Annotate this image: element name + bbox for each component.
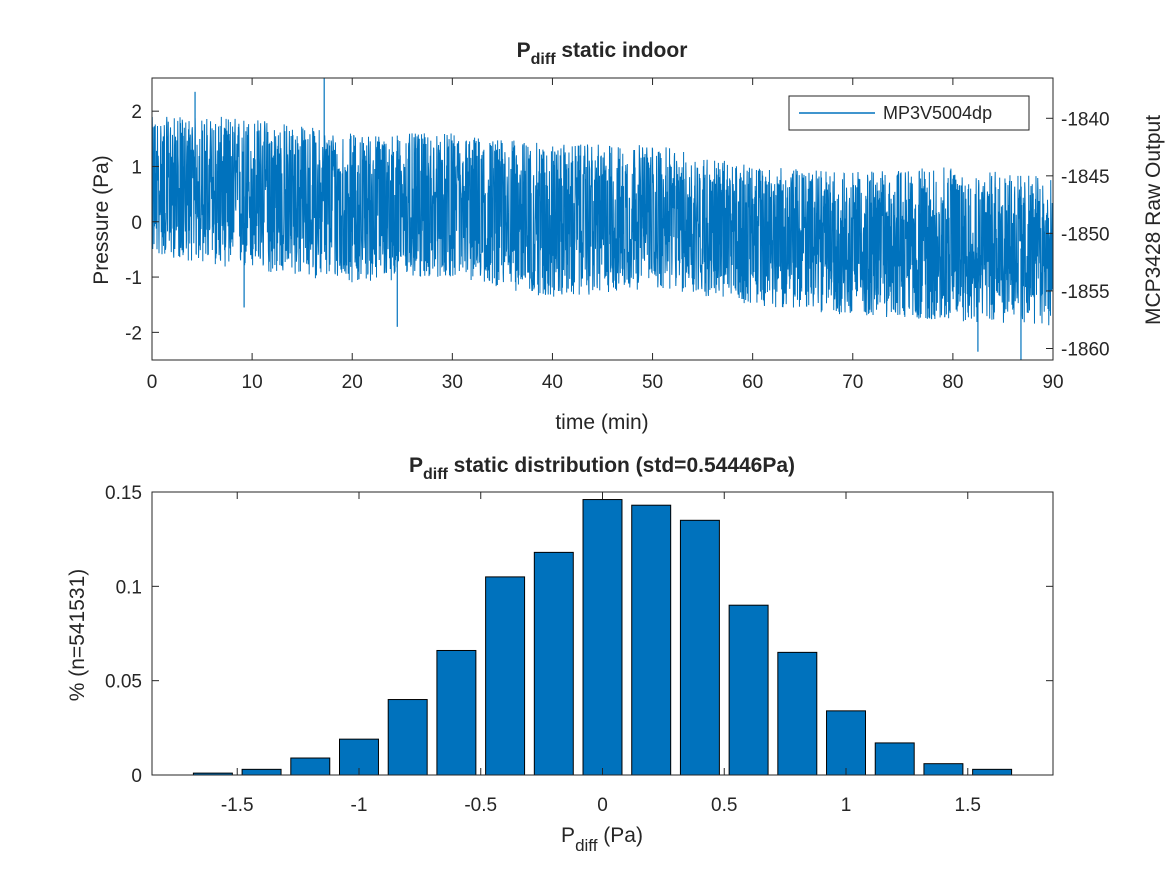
histogram-bar xyxy=(387,699,428,776)
histogram-plot: -1.5 -1 -0.5 0 0.5 1 1.5 0 0.05 0.1 0.15 Pdiff st… xyxy=(66,454,1054,855)
time-series-x-tick-label: 50 xyxy=(642,372,663,393)
histogram-y-tick-label: 0.1 xyxy=(116,577,142,598)
histogram-bar xyxy=(826,710,866,776)
histogram-y-tick-label: 0.15 xyxy=(105,483,142,504)
histogram-y-tick-label: 0.05 xyxy=(105,672,142,693)
time-series-y2-tick-label: -1845 xyxy=(1061,167,1110,188)
histogram-bar xyxy=(485,576,526,776)
time-series-y2-tick-label: -1860 xyxy=(1061,339,1110,360)
histogram-bar xyxy=(582,499,623,776)
time-series-y-label: Pressure (Pa) xyxy=(90,155,113,285)
time-series-y2-ticks: -1860 -1855 -1850 -1845 -1840 xyxy=(1046,109,1110,360)
histogram-bar xyxy=(972,768,1013,776)
histogram-y-tick-label: 0 xyxy=(131,766,142,787)
histogram-bar xyxy=(290,757,331,776)
histogram-title: Pdiff static distribution (std=0.54446Pa… xyxy=(409,454,795,483)
histogram-x-tick-label: -1.5 xyxy=(221,795,254,816)
time-series-y2-tick-label: -1855 xyxy=(1061,282,1110,303)
histogram-y-label: % (n=541531) xyxy=(66,569,89,702)
time-series-y2-label: MCP3428 Raw Output xyxy=(1142,115,1165,325)
histogram-bar xyxy=(679,519,720,776)
time-series-y-tick-label: -1 xyxy=(125,268,142,289)
histogram-x-tick-label: 1 xyxy=(841,795,852,816)
time-series-y-ticks: -2 -1 0 1 2 xyxy=(125,102,159,344)
time-series-x-tick-label: 40 xyxy=(542,372,563,393)
histogram-x-tick-label: 0.5 xyxy=(711,795,737,816)
histogram-x-tick-label: -1 xyxy=(351,795,368,816)
histogram-bar xyxy=(533,551,574,776)
time-series-x-tick-label: 30 xyxy=(442,372,463,393)
time-series-data xyxy=(151,78,1054,360)
time-series-x-ticks: 0 10 20 30 40 50 60 70 80 90 xyxy=(147,78,1064,393)
time-series-y-tick-label: 2 xyxy=(131,102,142,123)
histogram-bars xyxy=(192,499,1013,776)
histogram-y-ticks: 0 0.05 0.1 0.15 xyxy=(105,483,1053,787)
time-series-title: Pdiff static indoor xyxy=(517,39,688,68)
histogram-bar xyxy=(923,763,964,776)
histogram-bar xyxy=(436,649,477,776)
time-series-x-tick-label: 60 xyxy=(742,372,763,393)
time-series-y2-tick-label: -1850 xyxy=(1061,224,1110,245)
time-series-x-tick-label: 20 xyxy=(342,372,363,393)
histogram-x-tick-label: 0 xyxy=(597,795,608,816)
histogram-bar xyxy=(777,651,818,776)
time-series-x-tick-label: 10 xyxy=(242,372,263,393)
legend: MP3V5004dp xyxy=(788,95,1030,131)
histogram-x-tick-label: -0.5 xyxy=(464,795,497,816)
time-series-axes-box xyxy=(151,77,1054,361)
time-series-x-tick-label: 0 xyxy=(147,372,158,393)
time-series-x-tick-label: 90 xyxy=(1042,372,1063,393)
histogram-x-label: Pdiff (Pa) xyxy=(561,824,643,855)
time-series-y-tick-label: -2 xyxy=(125,323,142,344)
time-series-x-label: time (min) xyxy=(555,411,648,434)
time-series-y-tick-label: 1 xyxy=(131,157,142,178)
histogram-bar xyxy=(631,504,672,776)
legend-entry-label: MP3V5004dp xyxy=(883,103,992,123)
time-series-y2-tick-label: -1840 xyxy=(1061,109,1110,130)
time-series-x-tick-label: 70 xyxy=(842,372,863,393)
histogram-bar xyxy=(874,742,915,776)
time-series-y-tick-label: 0 xyxy=(131,213,142,234)
histogram-bar xyxy=(241,768,282,776)
histogram-bar xyxy=(728,604,769,776)
histogram-x-tick-label: 1.5 xyxy=(955,795,981,816)
time-series-line xyxy=(151,116,1054,326)
histogram-x-ticks: -1.5 -1 -0.5 0 0.5 1 1.5 xyxy=(221,492,981,816)
time-series-x-tick-label: 80 xyxy=(942,372,963,393)
